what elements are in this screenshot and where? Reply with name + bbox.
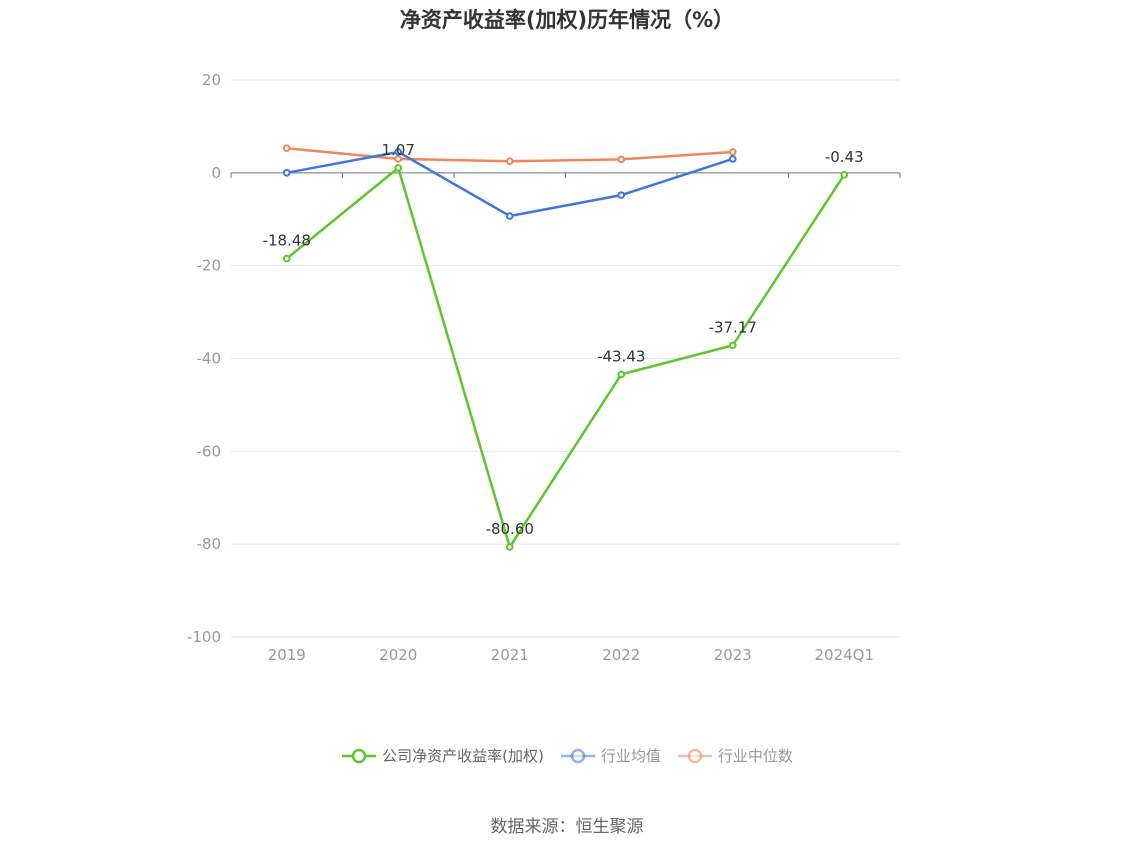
data-label: -0.43: [825, 148, 864, 166]
data-point: [728, 341, 737, 350]
data-label: 1.07: [382, 141, 415, 159]
y-tick-label: -40: [197, 350, 222, 368]
data-point: [840, 171, 849, 179]
data-point: [505, 157, 514, 166]
y-tick-label: -20: [197, 257, 222, 275]
x-tick-label: 2022: [602, 646, 640, 664]
legend-item[interactable]: 行业中位数: [677, 745, 793, 766]
legend-swatch-icon: [342, 748, 377, 763]
data-point: [282, 169, 291, 177]
data-point: [282, 144, 291, 153]
y-tick-label: -100: [187, 628, 221, 646]
legend-item[interactable]: 行业均值: [560, 745, 661, 766]
axes: 20 0 -20 -40 -60 -80 -100 2019 2020 2021 2022 2023 2…: [187, 71, 901, 664]
chart-title: 净资产收益率(加权)历年情况（%）: [399, 8, 735, 32]
x-tick-label: 2024Q1: [814, 646, 874, 664]
data-point: [282, 254, 291, 263]
legend-label: 行业均值: [600, 747, 661, 765]
data-point: [617, 155, 626, 164]
data-point: [617, 370, 626, 379]
data-point: [505, 212, 514, 220]
data-point: [394, 148, 403, 156]
legend-label: 行业中位数: [717, 747, 793, 765]
x-tick-label: 2019: [268, 646, 306, 664]
legend-item[interactable]: 公司净资产收益率(加权): [341, 745, 544, 766]
x-tick-label: 2020: [379, 646, 417, 664]
data-labels: -18.48 1.07 -80.60 -43.43 -37.17 -0.43: [263, 141, 864, 538]
data-point: [394, 164, 403, 172]
legend-swatch-icon: [560, 748, 595, 763]
data-source: 数据来源：恒生聚源: [490, 817, 644, 837]
data-point: [394, 155, 403, 163]
x-tick-label: 2021: [491, 646, 529, 664]
data-point: [505, 543, 514, 551]
data-label: -37.17: [709, 318, 757, 336]
series-line: [285, 166, 846, 549]
data-label: -43.43: [597, 347, 645, 365]
data-label: -80.60: [486, 520, 534, 538]
y-tick-label: 0: [211, 164, 221, 182]
data-point: [617, 191, 626, 199]
legend-swatch-icon: [677, 748, 712, 763]
y-tick-label: 20: [202, 71, 221, 89]
grid-lines: [231, 79, 900, 638]
data-point: [728, 155, 737, 163]
legend-label: 公司净资产收益率(加权): [382, 747, 544, 765]
y-tick-label: -80: [197, 535, 222, 553]
series-lines: [282, 144, 849, 551]
legend: 公司净资产收益率(加权) 行业均值 行业中位数: [0, 745, 1134, 766]
y-tick-label: -60: [197, 442, 222, 460]
x-tick-label: 2023: [714, 646, 752, 664]
data-label: -18.48: [263, 232, 311, 250]
data-point: [728, 148, 737, 156]
